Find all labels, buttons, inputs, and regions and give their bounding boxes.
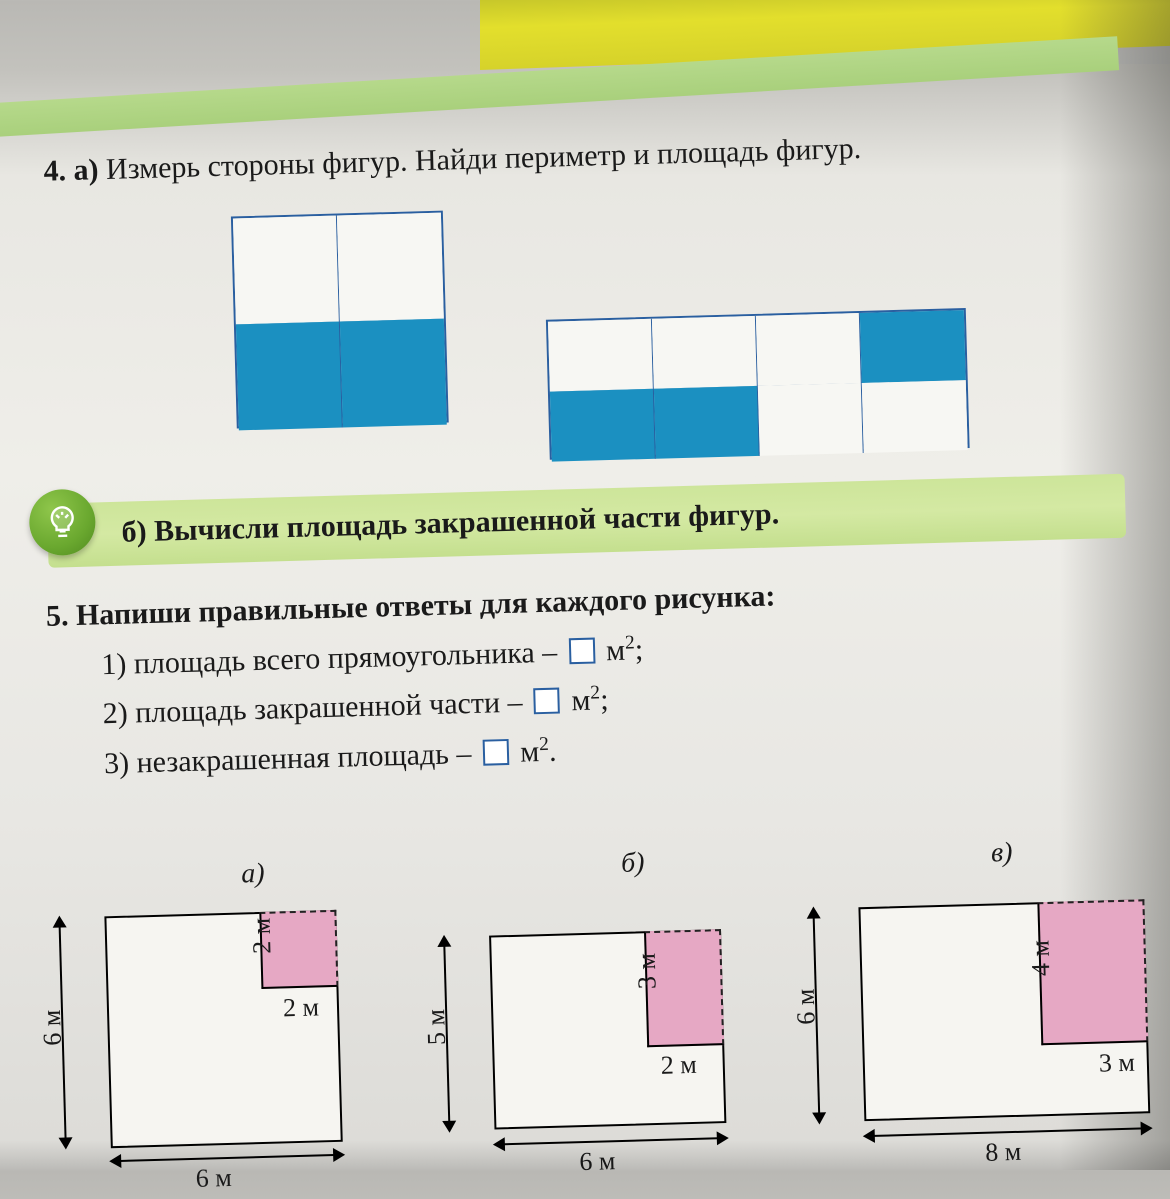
dimB-h: 5 м [421,1009,452,1046]
dimA-h: 6 м [37,1009,68,1046]
diagram-a: 6 м 2 м 2 м 6 м [48,891,386,1180]
dimA-pink-w: 2 м [283,992,320,1023]
fig2-cell [860,310,966,383]
fig2-cell [652,316,758,389]
bottom-fade [0,1140,1170,1170]
outerC [858,899,1150,1121]
sep: . [549,734,557,767]
fig2-cell [758,383,864,456]
outerB [489,929,726,1129]
q5-item2: площадь закрашенной части – [135,686,523,730]
sep: ; [634,633,643,666]
dimB-pink-h: 3 м [632,953,663,990]
dimB-pink-w: 2 м [660,1050,697,1081]
sep: ; [600,683,609,716]
figure-2 [546,308,970,460]
unit-sup: 2 [625,632,635,653]
question-5: 5. Напиши правильные ответы для каждого … [45,562,1118,790]
fig1-cell [340,319,447,428]
dimC-pink-h: 4 м [1025,940,1056,977]
unit: м [606,633,626,667]
green-bar [0,36,1119,137]
fig2-cell [654,386,760,459]
page-content: 4. a) Измерь стороны фигур. Найди периме… [0,0,1170,1183]
diagram-v: 6 м 4 м 3 м 8 м [802,869,1170,1159]
diagram-b: 5 м 3 м 2 м 6 м [432,880,770,1169]
q5-item3: незакрашенная площадь – [136,737,472,779]
dimC-h: 6 м [791,988,822,1025]
q4b-label: б) [121,515,147,549]
fig1-cell [337,213,444,322]
q5-number: 5. [46,599,69,633]
q5-item1: площадь всего прямоугольника – [133,635,557,680]
answer-box [534,688,561,715]
q4a-text: Измерь стороны фигур. Найди периметр и п… [106,132,862,186]
answer-box [568,637,595,664]
figure-1 [231,211,449,429]
fig2-cell [548,319,654,392]
dimC-pink-w: 3 м [1098,1048,1135,1079]
unit-sup: 2 [590,682,600,703]
outerA [104,910,342,1148]
fig2-cell [862,380,968,453]
unit: м [520,735,540,769]
q4a-label: a) [73,153,99,187]
diagram-v-label: в) [991,837,1013,870]
q4-number: 4. [43,154,66,188]
fig2-cell [756,313,862,386]
fig2-cell [550,389,656,462]
dimA-pink-h: 2 м [246,918,277,955]
fig1-cell [233,216,340,325]
q5-item2-num: 2) [102,697,128,731]
q5-item1-num: 1) [101,647,127,681]
unit: м [571,684,591,718]
diagram-a-label: а) [241,858,265,891]
fig1-cell [236,322,343,431]
dim-arrow-h [865,1127,1151,1137]
diagram-b-label: б) [621,847,645,880]
question-4a: 4. a) Измерь стороны фигур. Найди периме… [43,122,1102,192]
q5-item3-num: 3) [104,746,130,780]
answer-box [482,738,509,765]
